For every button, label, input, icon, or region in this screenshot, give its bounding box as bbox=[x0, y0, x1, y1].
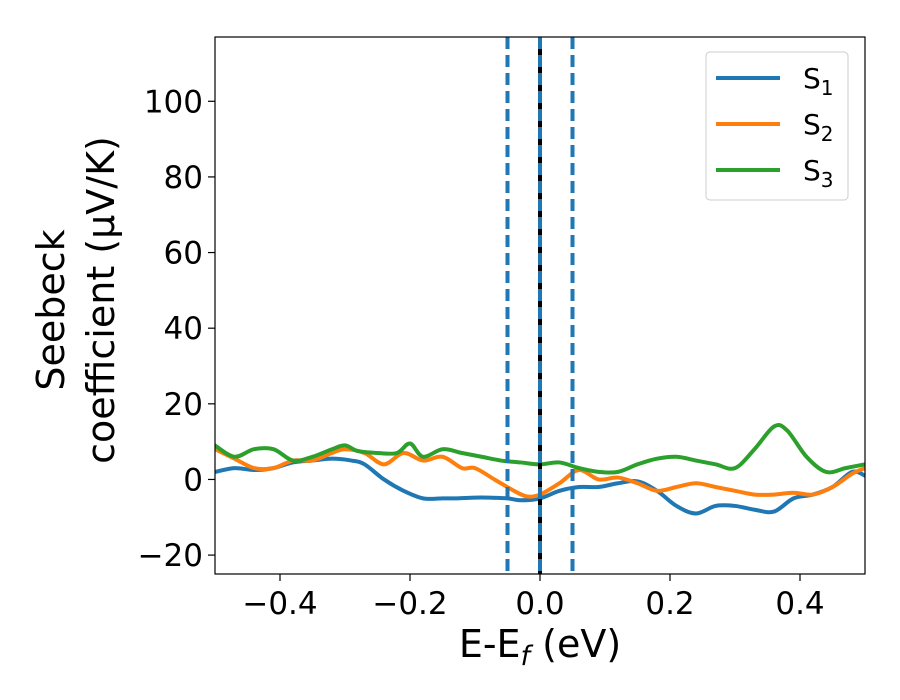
legend-label-s1: S1 bbox=[803, 62, 834, 100]
y-tick-label: 100 bbox=[144, 84, 203, 120]
x-axis-ticks: −0.4 −0.2 0.0 0.2 0.4 bbox=[242, 574, 825, 622]
series-layer bbox=[215, 422, 865, 516]
x-axis-title: E-Ef (eV) bbox=[459, 622, 621, 672]
y-tick-label: 20 bbox=[164, 387, 203, 423]
y-tick-label: 80 bbox=[164, 160, 203, 196]
x-tick-label: 0.4 bbox=[775, 586, 824, 622]
reference-lines bbox=[505, 37, 575, 574]
series-line-s3 bbox=[215, 422, 865, 475]
y-axis-title-line-2: coefficient (μV/K) bbox=[79, 136, 123, 464]
x-tick-label: 0.2 bbox=[645, 586, 694, 622]
y-axis-title-line-1: Seebeck bbox=[29, 229, 73, 390]
y-tick-label: −20 bbox=[138, 538, 203, 574]
y-tick-label: 40 bbox=[164, 311, 203, 347]
legend: S1 S2 S3 bbox=[705, 51, 849, 201]
x-tick-label: −0.2 bbox=[372, 586, 447, 622]
y-tick-label: 60 bbox=[164, 236, 203, 272]
y-axis-ticks: −20 0 20 40 60 80 100 bbox=[138, 84, 215, 574]
legend-label-s2: S2 bbox=[803, 108, 834, 146]
x-tick-label: 0.0 bbox=[515, 586, 564, 622]
y-axis-title: Seebeck coefficient (μV/K) bbox=[29, 136, 123, 464]
x-tick-label: −0.4 bbox=[242, 586, 317, 622]
series-line-s1 bbox=[215, 456, 865, 516]
y-tick-label: 0 bbox=[183, 462, 203, 498]
legend-label-s3: S3 bbox=[803, 154, 834, 192]
series-line-s2 bbox=[215, 447, 865, 499]
